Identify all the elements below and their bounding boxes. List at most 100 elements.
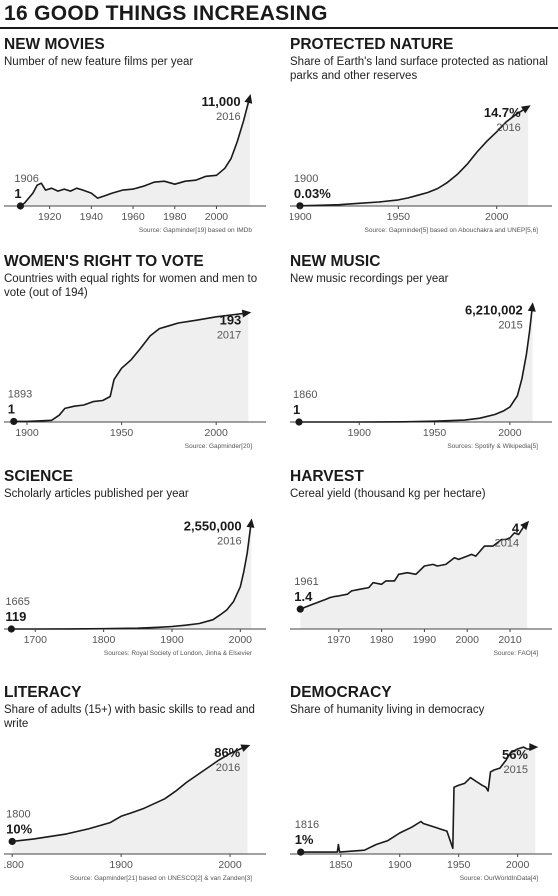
x-tick-label: 1950	[387, 211, 411, 223]
start-year-label: 1961	[294, 576, 318, 588]
x-tick-label: 1800	[4, 859, 24, 871]
x-tick-label: 1990	[413, 634, 437, 646]
end-arrow	[241, 309, 252, 318]
chart-plot-protected-nature: 1900 1950 2000 Source: Gapminder[5] based o…	[290, 105, 552, 234]
end-value-label: 6,210,002	[465, 302, 523, 317]
x-tick-label: 2000	[218, 859, 242, 871]
start-year-label: 1893	[8, 388, 32, 400]
end-year-label: 2015	[498, 319, 522, 331]
x-tick-label: 1950	[110, 427, 134, 439]
x-tick-label: 1850	[329, 859, 353, 871]
chart-source: Sources: Spotify & Wikipedia[5]	[447, 443, 538, 450]
x-tick-label: 2000	[204, 427, 228, 439]
series-line	[299, 106, 529, 207]
start-point	[296, 605, 304, 613]
chart-subtitle: Countries with equal rights for women an…	[4, 273, 258, 299]
x-tick-label: 1900	[160, 634, 184, 646]
start-point	[296, 202, 304, 210]
x-tick-label: 1950	[447, 859, 471, 871]
chart-subtitle: New music recordings per year	[290, 273, 449, 285]
chart-panel-harvest: HARVEST Cereal yield (thousand kg per hec…	[290, 468, 558, 680]
chart-plot-new-music: 1900 1950 2000 Sources: Spotify & Wikipedia…	[290, 302, 552, 450]
end-year-label: 2016	[496, 122, 520, 134]
series-line	[19, 96, 251, 207]
chart-subtitle: Share of adults (15+) with basic skills …	[4, 704, 255, 730]
x-tick-label: 1700	[24, 634, 48, 646]
series-area	[11, 521, 252, 629]
x-tick-label: 1800	[92, 634, 116, 646]
end-arrow	[521, 105, 531, 114]
x-tick-label: 2000	[205, 211, 229, 223]
x-tick-label: 1900	[109, 859, 133, 871]
x-tick-label: 2000	[506, 859, 530, 871]
start-value-label: 10%	[6, 821, 32, 836]
chart-title: NEW MOVIES	[4, 36, 105, 53]
chart-plot-literacy: 1800 1900 2000 Source: Gapminder[21] based …	[4, 744, 266, 882]
start-year-label: 1906	[14, 173, 38, 185]
x-tick-label: 1900	[290, 211, 312, 223]
series-area	[13, 312, 249, 422]
chart-panel-literacy: LITERACY Share of adults (15+) with basic…	[4, 684, 276, 896]
title-rule	[0, 27, 558, 29]
chart-title: LITERACY	[4, 684, 82, 701]
end-value-label: 56%	[502, 747, 528, 762]
x-tick-label: 2000	[456, 634, 480, 646]
series-line	[299, 305, 534, 423]
x-tick-label: 1980	[370, 634, 394, 646]
chart-title: PROTECTED NATURE	[290, 36, 454, 53]
series-area	[299, 305, 533, 422]
series-line	[13, 312, 249, 423]
chart-plot-harvest: 1970 1980 1990 2000 2010 Source: FAO[4] 19611.…	[290, 520, 552, 657]
chart-source: Source: Gapminder[5] based on Abouchakra…	[365, 227, 539, 234]
chart-panel-protected-nature: PROTECTED NATURE Share of Earth's land su…	[290, 36, 558, 248]
series-line	[11, 521, 253, 630]
series-area	[300, 747, 536, 854]
chart-source: Source: Gapminder[20]	[185, 443, 252, 450]
chart-plot-science: 1700 1800 1900 2000 Sources: Royal Society o…	[4, 518, 266, 657]
end-year-label: 2016	[217, 535, 241, 547]
start-year-label: 1816	[295, 819, 319, 831]
chart-subtitle: Share of humanity living in democracy	[290, 704, 485, 716]
chart-panel-new-music: NEW MUSIC New music recordings per year	[290, 253, 558, 465]
end-year-label: 2015	[504, 764, 528, 776]
end-arrow	[520, 520, 530, 531]
series-line	[12, 745, 248, 843]
chart-title: SCIENCE	[4, 468, 73, 485]
end-value-label: 14.7%	[484, 105, 521, 120]
x-tick-label: 1900	[388, 859, 412, 871]
start-value-label: 119	[5, 609, 26, 624]
series-area	[300, 522, 528, 629]
series-area	[20, 96, 250, 206]
start-value-label: 1	[8, 401, 15, 416]
end-arrow	[244, 94, 253, 104]
end-year-label: 2017	[217, 329, 241, 341]
end-value-label: 11,000	[202, 94, 241, 109]
chart-panel-new-movies: NEW MOVIES Number of new feature films pe…	[4, 36, 276, 248]
chart-source: Sources: Royal Society of London, Jinha …	[104, 650, 253, 657]
chart-title: NEW MUSIC	[290, 253, 381, 270]
start-year-label: 1800	[6, 808, 30, 820]
x-tick-label: 1960	[121, 211, 145, 223]
chart-source: Source: OurWorldInData[4]	[460, 875, 538, 882]
page-title: 16 GOOD THINGS INCREASING	[4, 2, 328, 25]
chart-source: Source: Gapminder[19] based on IMDb	[139, 227, 252, 234]
start-value-label: 1%	[295, 832, 314, 847]
chart-panel-womens-right-to-vote: WOMEN'S RIGHT TO VOTE Countries with equa…	[4, 253, 276, 465]
start-value-label: 1	[293, 402, 300, 417]
chart-subtitle: Share of Earth's land surface protected …	[290, 56, 548, 82]
chart-title: HARVEST	[290, 468, 364, 485]
start-year-label: 1665	[5, 596, 29, 608]
x-tick-label: 1950	[423, 427, 447, 439]
end-year-label: 2014	[495, 538, 519, 550]
chart-panel-science: SCIENCE Scholarly articles published per …	[4, 468, 276, 680]
chart-subtitle: Number of new feature films per year	[4, 56, 194, 68]
start-point	[8, 837, 16, 846]
x-tick-label: 2000	[229, 634, 253, 646]
chart-title: WOMEN'S RIGHT TO VOTE	[4, 253, 204, 270]
end-arrow	[246, 518, 255, 528]
series-line	[300, 522, 528, 610]
chart-source: Source: Gapminder[21] based on UNESCO[2]…	[70, 875, 252, 882]
end-value-label: 2,550,000	[184, 518, 242, 533]
x-tick-label: 1920	[38, 211, 62, 223]
